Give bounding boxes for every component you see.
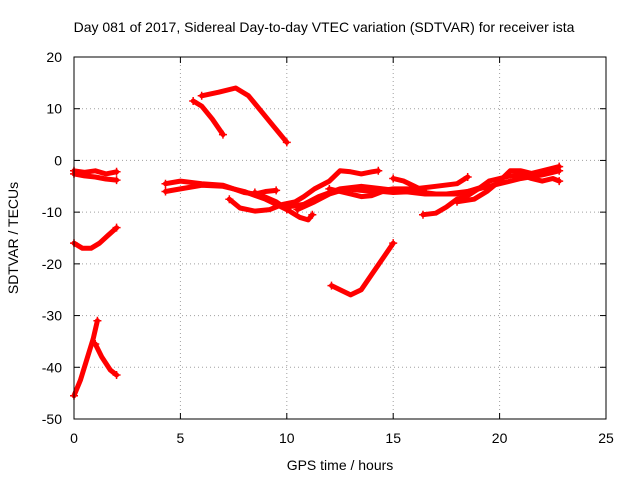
series-trace <box>252 190 315 223</box>
series-arc-15 <box>389 174 430 196</box>
y-tick-label: 0 <box>54 152 62 168</box>
y-tick-label: -40 <box>42 359 62 375</box>
y-tick-label: 20 <box>46 49 62 65</box>
data-point <box>463 172 472 181</box>
data-point <box>112 371 121 380</box>
data-point <box>218 130 227 139</box>
grid-lines <box>74 57 606 419</box>
series-trace <box>390 176 428 194</box>
x-axis-label: GPS time / hours <box>287 457 394 473</box>
data-point <box>91 340 100 349</box>
x-tick-label: 5 <box>177 430 185 446</box>
x-tick-label: 10 <box>279 430 295 446</box>
series-trace <box>190 98 226 138</box>
series-arc-10 <box>225 166 383 214</box>
series-trace <box>71 171 120 183</box>
series-trace <box>199 85 290 145</box>
data-point <box>282 138 291 147</box>
series-trace <box>420 172 562 218</box>
axis-ticks: 0 5 10 15 20 25 -50 -40 -30 -20 -10 0 10 20 <box>42 49 614 446</box>
data-point <box>112 167 121 176</box>
data-series <box>70 85 564 400</box>
y-axis-label: SDTVAR / TECUs <box>5 182 21 294</box>
series-trace <box>226 168 381 214</box>
data-point <box>112 223 121 232</box>
series-trace <box>92 341 120 378</box>
series-trace <box>71 318 100 399</box>
series-trace <box>329 240 396 298</box>
data-point <box>418 210 427 219</box>
data-point <box>93 316 102 325</box>
data-point <box>327 281 336 290</box>
plot-frame <box>73 56 607 420</box>
data-point <box>189 96 198 105</box>
series-arc-17 <box>453 162 564 206</box>
data-point <box>308 210 317 219</box>
y-tick-label: -10 <box>42 204 62 220</box>
x-tick-label: 25 <box>598 430 614 446</box>
data-point <box>421 187 430 196</box>
data-point <box>161 187 170 196</box>
y-tick-label: -30 <box>42 308 62 324</box>
series-arc-7 <box>197 85 291 147</box>
series-arc-3 <box>70 223 121 251</box>
data-point <box>389 174 398 183</box>
data-point <box>453 197 462 206</box>
data-point <box>225 195 234 204</box>
y-tick-label: -20 <box>42 256 62 272</box>
series-trace <box>71 225 120 251</box>
series-trace <box>326 168 562 200</box>
x-tick-label: 0 <box>70 430 78 446</box>
series-trace <box>454 164 562 205</box>
series-arc-16 <box>418 172 564 219</box>
data-point <box>197 91 206 100</box>
series-trace <box>71 168 120 177</box>
data-point <box>374 166 383 175</box>
data-point <box>161 179 170 188</box>
data-point <box>555 162 564 171</box>
series-arc-18 <box>327 239 398 298</box>
data-point <box>250 188 259 197</box>
chart-title: Day 081 of 2017, Sidereal Day-to-day VTE… <box>74 19 575 35</box>
series-arc-1 <box>70 316 102 400</box>
data-point <box>293 205 302 214</box>
series-arc-2 <box>91 340 121 380</box>
data-point <box>325 184 334 193</box>
data-point <box>282 202 291 211</box>
x-tick-label: 20 <box>492 430 508 446</box>
data-point <box>389 239 398 248</box>
series-arc-11 <box>250 188 317 223</box>
data-point <box>112 176 121 185</box>
data-point <box>272 186 281 195</box>
data-point <box>555 177 564 186</box>
series-arc-6 <box>189 96 227 139</box>
x-tick-label: 15 <box>385 430 401 446</box>
y-tick-label: -50 <box>42 411 62 427</box>
y-tick-label: 10 <box>46 101 62 117</box>
